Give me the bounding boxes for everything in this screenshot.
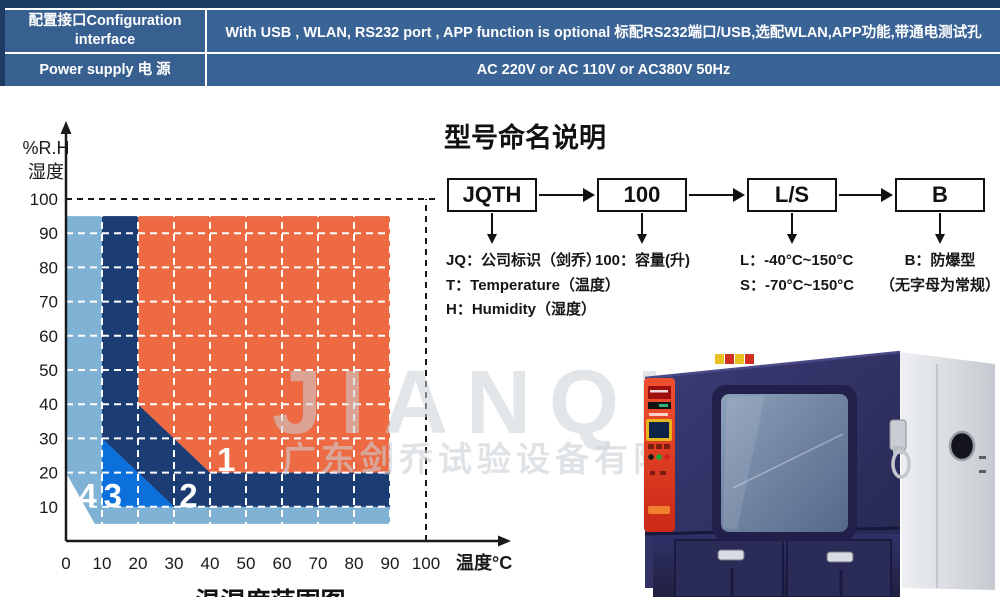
down-arrow-icon — [487, 213, 497, 244]
desc-line: 100：容量(升) — [595, 252, 691, 269]
y-tick-label: 50 — [39, 361, 58, 380]
door-handle — [889, 419, 911, 479]
table-row: 配置接口Configuration interface With USB , W… — [0, 10, 1000, 52]
y-tick-label: 80 — [39, 258, 58, 277]
x-tick-label: 40 — [201, 554, 220, 573]
power-button-icon — [648, 454, 654, 460]
flow-box-100: 100 — [597, 178, 687, 212]
y-axis-label: 湿度 — [28, 162, 64, 182]
y-tick-label: 100 — [30, 190, 58, 209]
x-tick-label: 20 — [129, 554, 148, 573]
x-axis-arrow-icon — [498, 535, 511, 547]
down-arrow-icon — [637, 213, 647, 244]
naming-section-title: 型号命名说明 — [444, 123, 606, 153]
cable-port-icon — [948, 430, 976, 462]
x-axis-label: 温度°C — [456, 552, 512, 573]
drawer-left — [674, 539, 784, 597]
controller-panel — [644, 378, 675, 532]
flow-arrow-icon — [689, 188, 745, 202]
desc-line: T：Temperature（温度） — [446, 276, 620, 294]
spec-label-power-supply: Power supply 电 源 — [5, 54, 205, 86]
y-axis-arrow-icon — [60, 121, 72, 134]
x-tick-label: 100 — [412, 554, 440, 573]
product-photo — [644, 350, 995, 597]
glass-reflection-line — [732, 433, 844, 489]
desc-line: L：-40°C~150°C — [740, 252, 854, 269]
table-row: Power supply 电 源 AC 220V or AC 110V or A… — [0, 54, 1000, 86]
down-arrow-icon — [935, 213, 945, 244]
chamber-top-edge — [644, 350, 901, 380]
naming-desc-jqth: JQ：公司标识（剑乔） T：Temperature（温度） H：Humidity… — [446, 249, 620, 323]
y-axis-label: %R.H — [22, 138, 69, 158]
chart-region-label: 1 — [217, 441, 235, 478]
x-tick-label: 80 — [345, 554, 364, 573]
naming-desc-b: B：防爆型 （无字母为常规） — [853, 249, 1000, 298]
chart-region-1 — [138, 216, 390, 473]
chart-region-2 — [102, 216, 390, 507]
naming-desc-ls: L：-40°C~150°C S：-70°C~150°C — [740, 249, 854, 298]
spec-label-configuration-interface: 配置接口Configuration interface — [5, 10, 205, 52]
glass-reflection — [723, 395, 765, 530]
y-tick-label: 20 — [39, 464, 58, 483]
chart-region-label: 3 — [104, 477, 122, 514]
y-tick-label: 40 — [39, 395, 58, 414]
x-tick-label: 50 — [237, 554, 256, 573]
chart-region-label: 4 — [78, 477, 97, 514]
side-latch — [979, 470, 986, 473]
flow-arrow-icon — [539, 188, 595, 202]
stop-indicator-icon — [664, 454, 670, 460]
y-tick-label: 30 — [39, 429, 58, 448]
flow-arrow-icon — [839, 188, 893, 202]
table-top-border — [0, 0, 1000, 8]
desc-line: S：-70°C~150°C — [740, 276, 855, 294]
table-left-border — [0, 0, 5, 86]
flow-box-ls: L/S — [747, 178, 837, 212]
spec-value-configuration-interface: With USB , WLAN, RS232 port , APP functi… — [207, 10, 1000, 52]
drawer-handle-icon — [717, 549, 745, 561]
warning-labels — [715, 354, 754, 364]
chart-region-label: 2 — [179, 477, 197, 514]
window-glass — [721, 394, 848, 532]
x-tick-label: 70 — [309, 554, 328, 573]
desc-line: H：Humidity（湿度） — [446, 301, 597, 318]
chart-caption: 温湿度范围图 — [188, 582, 353, 597]
y-tick-label: 60 — [39, 327, 58, 346]
desc-line: JQ：公司标识（剑乔） — [446, 252, 602, 269]
flow-box-jqth: JQTH — [447, 178, 537, 212]
x-tick-label: 0 — [61, 554, 70, 573]
x-tick-label: 30 — [165, 554, 184, 573]
x-tick-label: 60 — [273, 554, 292, 573]
x-tick-label: 10 — [93, 554, 112, 573]
spec-table: 配置接口Configuration interface With USB , W… — [0, 0, 1000, 88]
chart-region-3 — [102, 438, 174, 507]
drawer-right — [786, 539, 892, 597]
run-indicator-icon — [656, 454, 662, 460]
y-tick-label: 90 — [39, 224, 58, 243]
desc-line: （无字母为常规） — [879, 276, 1000, 294]
desc-line: B：防爆型 — [904, 252, 976, 269]
chart-grid — [66, 216, 390, 524]
humidity-temperature-chart-area: 4 2 3 1 0 10 20 30 40 50 60 70 80 90 100 10 20 30 40 50 60 70… — [20, 110, 520, 597]
y-tick-label: 10 — [39, 498, 58, 517]
down-arrow-icon — [787, 213, 797, 244]
side-latch — [979, 456, 986, 459]
spec-value-power-supply: AC 220V or AC 110V or AC380V 50Hz — [207, 54, 1000, 86]
y-tick-label: 70 — [39, 293, 58, 312]
naming-desc-100: 100：容量(升) — [595, 249, 690, 274]
flow-box-b: B — [895, 178, 985, 212]
drawer-handle-icon — [826, 551, 854, 563]
x-tick-label: 90 — [381, 554, 400, 573]
chamber-side-panel — [900, 352, 995, 590]
